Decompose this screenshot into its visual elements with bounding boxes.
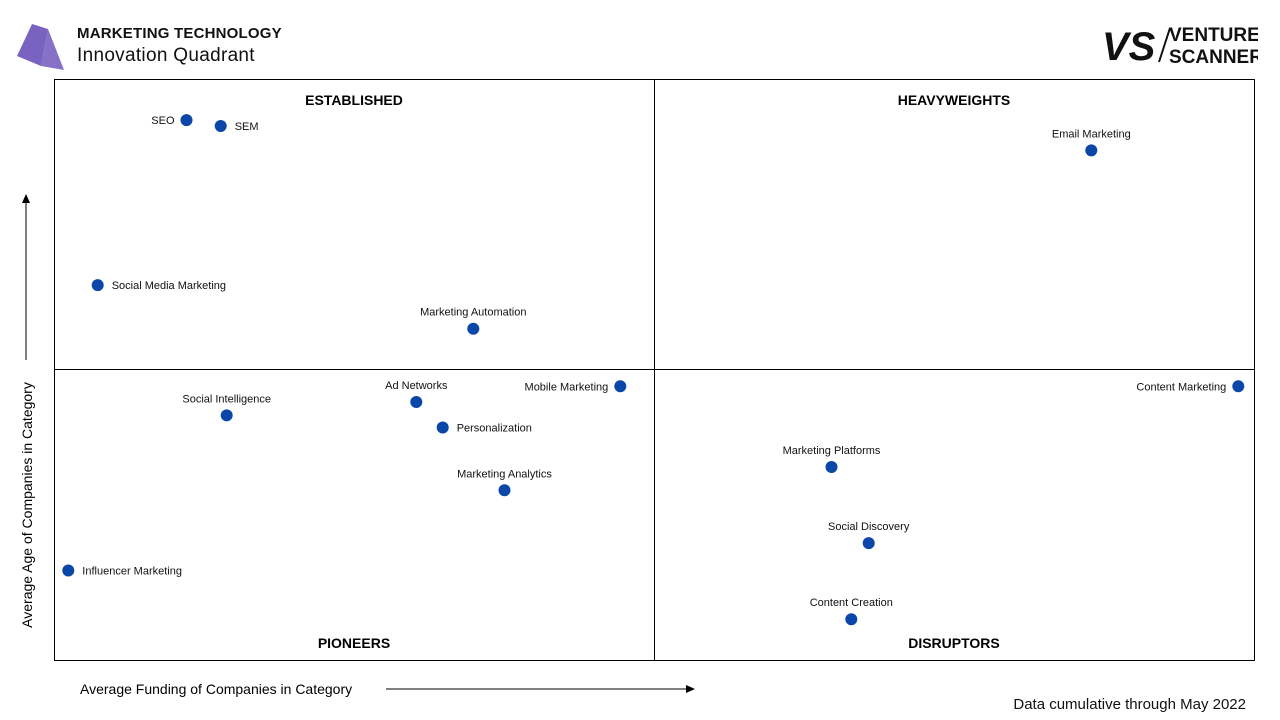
vs-mark: VS — [1102, 25, 1156, 68]
point-label-personalization: Personalization — [457, 423, 532, 435]
quadrant-label-disruptors: DISRUPTORS — [908, 635, 1000, 651]
point-marketing-analytics — [498, 484, 511, 497]
point-label-marketing-platforms: Marketing Platforms — [783, 445, 881, 457]
page-title: MARKETING TECHNOLOGY — [77, 25, 282, 42]
point-label-social-media-marketing: Social Media Marketing — [112, 280, 226, 292]
quadrant-label-established: ESTABLISHED — [305, 92, 403, 108]
point-personalization — [436, 421, 449, 434]
point-label-social-intelligence: Social Intelligence — [182, 393, 271, 405]
point-label-ad-networks: Ad Networks — [385, 380, 448, 392]
point-social-intelligence — [220, 409, 233, 422]
data-points: SEO SEM Social Media Marketing Marketing Au… — [62, 114, 1245, 626]
y-axis-label: Average Age of Companies in Category — [19, 382, 35, 628]
point-social-discovery — [862, 537, 875, 550]
vs-logo-slash — [1158, 27, 1171, 63]
brand-line2: SCANNER — [1169, 47, 1258, 68]
point-label-influencer-marketing: Influencer Marketing — [82, 565, 182, 577]
point-label-seo: SEO — [151, 115, 175, 127]
point-content-creation — [845, 613, 858, 626]
quadrant-frame — [54, 79, 1255, 661]
point-label-content-creation: Content Creation — [810, 597, 893, 609]
point-sem — [214, 119, 227, 132]
point-label-content-marketing: Content Marketing — [1136, 381, 1226, 393]
point-label-social-discovery: Social Discovery — [828, 521, 910, 533]
page-subtitle: Innovation Quadrant — [77, 45, 255, 66]
y-axis-arrowhead — [22, 194, 30, 203]
point-ad-networks — [410, 395, 423, 408]
point-marketing-automation — [467, 322, 480, 335]
point-label-sem: SEM — [235, 121, 259, 133]
point-label-mobile-marketing: Mobile Marketing — [525, 381, 609, 393]
footer-note: Data cumulative through May 2022 — [1013, 696, 1246, 713]
point-marketing-platforms — [825, 461, 838, 474]
point-mobile-marketing — [614, 380, 627, 393]
point-label-email-marketing: Email Marketing — [1052, 128, 1131, 140]
venture-scanner-logo: VS VENTURE SCANNER — [1102, 25, 1258, 68]
x-axis-label: Average Funding of Companies in Category — [80, 681, 352, 697]
point-label-marketing-analytics: Marketing Analytics — [457, 468, 552, 480]
point-seo — [180, 114, 193, 127]
point-social-media-marketing — [91, 279, 104, 292]
quadrant-label-heavyweights: HEAVYWEIGHTS — [898, 92, 1011, 108]
point-influencer-marketing — [62, 564, 75, 577]
brand-logo-icon — [17, 24, 64, 70]
brand-line1: VENTURE — [1169, 25, 1258, 46]
point-content-marketing — [1232, 380, 1245, 393]
quadrant-label-pioneers: PIONEERS — [318, 635, 390, 651]
point-email-marketing — [1085, 144, 1098, 157]
point-label-marketing-automation: Marketing Automation — [420, 307, 526, 319]
x-axis-arrowhead — [686, 685, 695, 693]
